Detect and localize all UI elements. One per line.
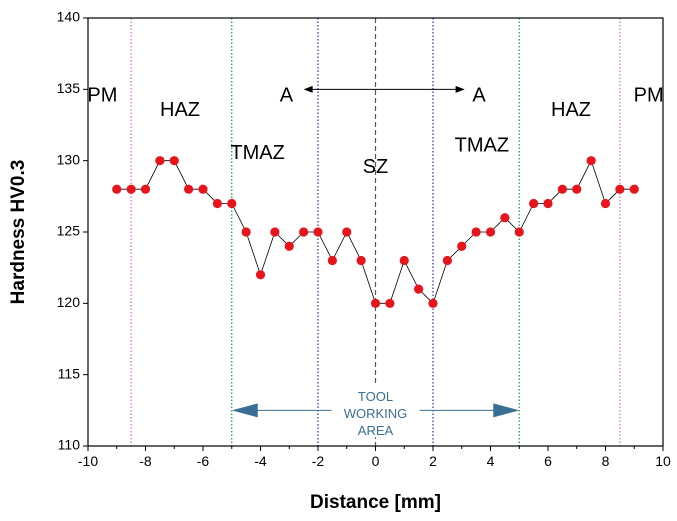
data-point	[227, 198, 237, 209]
arrow-head-right	[455, 85, 465, 93]
data-point	[485, 227, 496, 237]
x-tick-label: 2	[429, 453, 437, 469]
data-point	[155, 156, 165, 166]
data-point	[529, 198, 539, 209]
hardness-series	[112, 156, 639, 308]
data-point	[342, 227, 352, 237]
data-point	[600, 198, 611, 209]
y-tick-label: 125	[57, 223, 81, 239]
data-point	[557, 184, 567, 194]
data-point	[615, 184, 625, 194]
x-tick-label: 10	[655, 453, 671, 469]
x-tick-label: -2	[312, 453, 325, 469]
data-point	[126, 184, 136, 194]
tool-label-line: WORKING	[344, 406, 408, 421]
zone-label: HAZ	[160, 99, 200, 121]
data-point	[270, 227, 280, 237]
data-point	[255, 270, 266, 280]
data-point	[457, 241, 467, 251]
x-tick-label: 8	[602, 453, 610, 469]
y-axis-title: Hardness HV0.3	[8, 160, 29, 305]
data-point	[169, 156, 179, 166]
data-point	[184, 184, 194, 194]
data-point	[572, 184, 582, 194]
data-point	[471, 227, 481, 237]
data-point	[198, 184, 208, 194]
zone-label: A	[472, 85, 486, 107]
y-tick-label: 140	[57, 9, 81, 25]
x-tick-label: 0	[372, 453, 380, 469]
x-tick-label: -6	[197, 453, 210, 469]
x-tick-label: 6	[544, 453, 552, 469]
data-point	[370, 298, 381, 308]
y-tick-label: 115	[58, 365, 81, 381]
arrow-head-left	[303, 85, 313, 93]
y-tick-label: 110	[58, 437, 81, 453]
data-point	[313, 227, 323, 237]
data-point	[327, 255, 337, 266]
data-point	[514, 227, 524, 237]
data-point	[414, 284, 424, 294]
x-axis-title: Distance [mm]	[310, 492, 441, 513]
data-point	[399, 255, 409, 266]
x-tick-label: -10	[78, 453, 98, 469]
axes: -10 -8 -6 -4 -2 0 2 4 6 8 10 110 115 120 125 130 135 140	[57, 9, 671, 469]
data-point	[500, 213, 510, 223]
data-point	[356, 255, 366, 266]
zone-label: SZ	[363, 156, 389, 178]
tool-working-area-label: TOOL WORKING AREA	[331, 383, 420, 438]
data-point	[212, 198, 222, 209]
data-point	[385, 298, 395, 308]
data-point	[428, 298, 438, 308]
arrow-head-right	[493, 403, 520, 418]
tool-label-line: AREA	[358, 423, 394, 438]
zone-label: A	[280, 85, 294, 107]
zone-label: PM	[634, 85, 664, 107]
x-tick-label: 4	[487, 453, 495, 469]
data-point	[112, 184, 122, 194]
data-point	[543, 198, 553, 209]
zone-label: TMAZ	[230, 142, 284, 164]
x-tick-label: -8	[139, 453, 152, 469]
zone-label: TMAZ	[455, 135, 509, 157]
y-tick-label: 135	[57, 80, 81, 96]
x-tick-label: -4	[254, 453, 267, 469]
data-point	[140, 184, 151, 194]
y-tick-label: 120	[57, 294, 81, 310]
data-point	[586, 156, 596, 166]
tool-label-background	[331, 383, 420, 438]
data-point	[299, 227, 309, 237]
zone-label: HAZ	[551, 99, 591, 121]
tool-label-line: TOOL	[358, 389, 393, 404]
data-point	[442, 255, 452, 266]
data-point	[629, 184, 639, 194]
y-tick-label: 130	[57, 151, 81, 167]
data-point	[284, 241, 294, 251]
zone-label: PM	[87, 85, 117, 107]
arrow-head-left	[231, 403, 258, 418]
zone-labels: PM HAZ TMAZ SZ TMAZ HAZ PM A A	[87, 85, 663, 178]
zone-divider-lines	[130, 18, 621, 446]
data-point	[241, 227, 251, 237]
